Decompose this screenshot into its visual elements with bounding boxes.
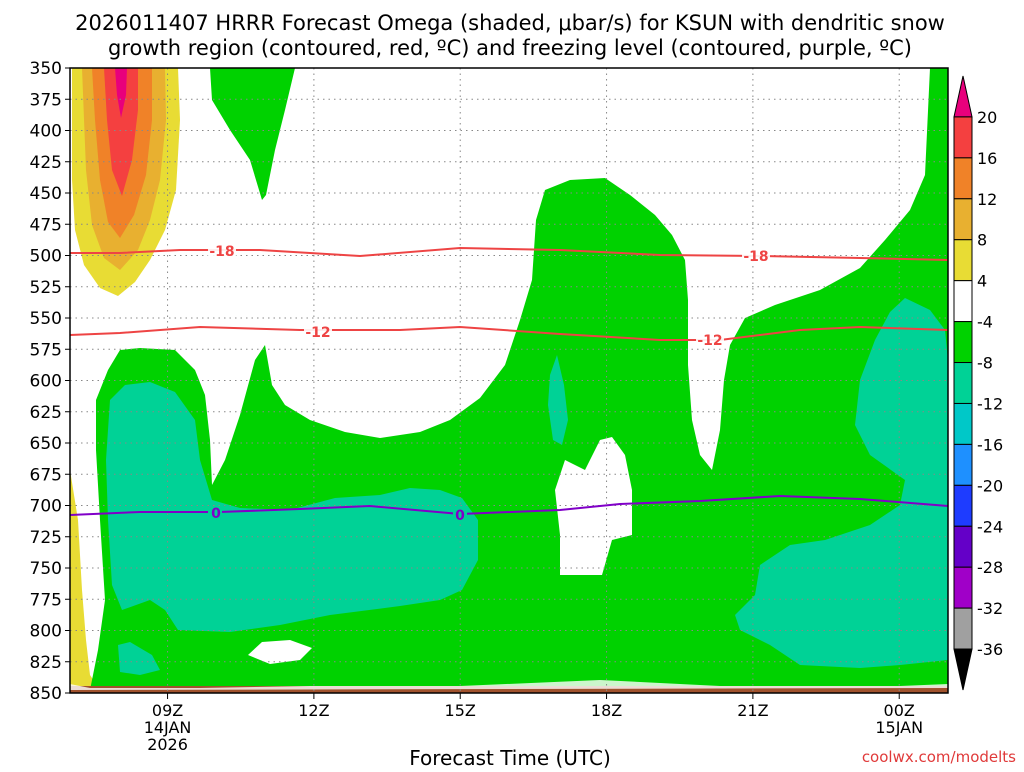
contour-line-minus18 — [70, 246, 949, 261]
chart-title-line1: 2026011407 HRRR Forecast Omega (shaded, … — [75, 11, 945, 35]
y-tick-label: 475 — [30, 215, 62, 235]
colorbar-swatch — [953, 239, 973, 282]
contour-labels: -18 -18 -12 -12 0 0 — [208, 243, 770, 524]
terrain-edge — [70, 680, 948, 690]
x-tick-date: 15JAN — [875, 718, 923, 737]
y-tick-label: 800 — [30, 622, 62, 642]
y-tick-label: 550 — [30, 309, 62, 329]
omega-region-teal-left — [106, 382, 478, 632]
terrain-below-ground — [70, 686, 948, 693]
x-tick-label: 15Z — [445, 701, 476, 720]
colorbar-label: 8 — [977, 231, 987, 250]
colorbar-swatch — [953, 566, 973, 609]
contour-label-freezing-a: 0 — [211, 506, 221, 522]
colorbar-label: 20 — [977, 108, 997, 127]
colorbar-label: 12 — [977, 190, 997, 209]
colorbar-label: 4 — [977, 272, 987, 291]
x-tick-date: 14JAN — [144, 718, 192, 737]
colorbar-label: -28 — [977, 558, 1003, 577]
y-tick-label: 600 — [30, 372, 62, 392]
y-tick-label: 650 — [30, 434, 62, 454]
x-tick-label: 18Z — [591, 701, 622, 720]
x-axis-title: Forecast Time (UTC) — [409, 746, 611, 768]
colorbar-label: -36 — [977, 640, 1003, 659]
colorbar-swatch — [953, 157, 973, 200]
contour-label-minus12-b: -12 — [697, 333, 722, 349]
y-tick-label: 525 — [30, 278, 62, 298]
colorbar-label: -12 — [977, 394, 1003, 413]
chart-grid — [70, 68, 948, 693]
y-tick-label: 850 — [30, 684, 62, 704]
y-tick-label: 425 — [30, 153, 62, 173]
colorbar-label: 16 — [977, 149, 997, 168]
omega-region-magenta — [115, 68, 127, 118]
colorbar-label: -20 — [977, 476, 1003, 495]
colorbar-swatch — [953, 525, 973, 568]
omega-region-green-upper-left — [210, 68, 295, 200]
contour-label-minus18-a: -18 — [209, 244, 234, 260]
contour-lines — [69, 246, 949, 516]
watermark: coolwx.com/modelts — [862, 748, 1016, 766]
y-tick-label: 725 — [30, 528, 62, 548]
x-tick-label: 00Z — [884, 701, 915, 720]
colorbar-swatch — [953, 607, 973, 650]
y-tick-label: 750 — [30, 559, 62, 579]
y-tick-label: 450 — [30, 184, 62, 204]
colorbar-label: -16 — [977, 435, 1003, 454]
omega-region-teal-small — [118, 642, 160, 675]
y-tick-label: 700 — [30, 497, 62, 517]
contour-label-minus12-a: -12 — [305, 325, 330, 341]
y-tick-label: 775 — [30, 590, 62, 610]
colorbar-swatch — [953, 484, 973, 527]
y-tick-label: 825 — [30, 653, 62, 673]
colorbar-arrow-bottom — [953, 648, 973, 691]
y-tick-label: 400 — [30, 122, 62, 142]
colorbar-swatch — [953, 198, 973, 241]
x-tick-label: 12Z — [298, 701, 329, 720]
colorbar-swatch — [953, 362, 973, 404]
colorbar-label: -24 — [977, 517, 1003, 536]
colorbar-label: -32 — [977, 599, 1003, 618]
plot-area: -18 -18 -12 -12 0 0 — [69, 67, 949, 694]
y-tick-label: 625 — [30, 403, 62, 423]
y-tick-label: 500 — [30, 247, 62, 267]
omega-region-red — [104, 68, 138, 196]
colorbar: 20 16 12 8 4 -4 -8 -12 -16 -20 -24 -28 -32 -36 — [953, 75, 1003, 691]
colorbar-swatch — [953, 321, 973, 364]
contour-line-minus12 — [69, 325, 949, 341]
colorbar-arrow-top — [953, 75, 973, 118]
omega-region-white-hole-2 — [248, 640, 312, 664]
x-tick-year: 2026 — [147, 735, 188, 754]
omega-region-teal-mid — [548, 355, 568, 445]
contour-label-freezing-b: 0 — [455, 508, 465, 524]
x-tick-label: 21Z — [737, 701, 768, 720]
x-tick-label: 09Z — [152, 701, 183, 720]
contour-line-freezing — [69, 494, 949, 516]
y-tick-label: 375 — [30, 90, 62, 110]
omega-region-teal-right — [735, 298, 948, 668]
colorbar-swatch — [953, 280, 973, 323]
y-tick-label: 675 — [30, 465, 62, 485]
colorbar-swatch — [953, 116, 973, 159]
chart-title-line2: growth region (contoured, red, ºC) and f… — [108, 36, 912, 60]
omega-region-yellow-low — [70, 470, 100, 690]
colorbar-label: -4 — [977, 313, 993, 332]
y-axis: 350 375 400 425 450 475 500 525 550 575 600 625 650 6… — [30, 59, 70, 704]
colorbar-label: -8 — [977, 354, 993, 373]
y-tick-label: 350 — [30, 59, 62, 79]
contour-label-minus18-b: -18 — [743, 249, 768, 265]
colorbar-swatch — [953, 443, 973, 486]
y-tick-label: 575 — [30, 340, 62, 360]
colorbar-swatch — [953, 402, 973, 445]
